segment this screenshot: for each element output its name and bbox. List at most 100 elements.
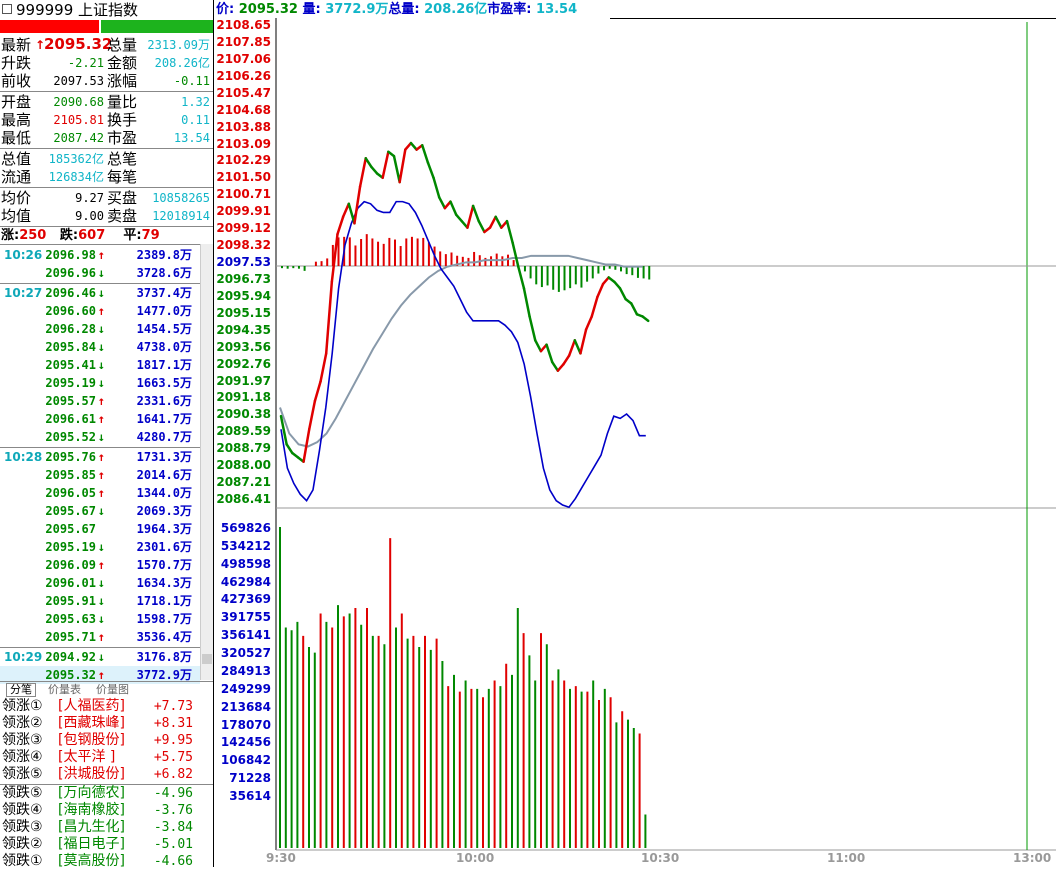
low-value: 2087.42 xyxy=(53,131,104,145)
leader-up-row[interactable]: 领涨③ [包钢股份] +9.95 xyxy=(0,732,213,749)
tick-row[interactable]: 2095.71 ↑ 3536.4万 xyxy=(0,628,200,646)
volume-axis-label: 391755 xyxy=(220,610,271,625)
scroll-thumb[interactable] xyxy=(202,654,212,664)
tick-price: 2095.67 xyxy=(45,522,96,536)
leader-up-row[interactable]: 领涨① [人福医药] +7.73 xyxy=(0,698,213,715)
up-arrow-icon: ↑ xyxy=(97,558,105,572)
tick-price: 2096.46 xyxy=(45,286,96,300)
divider xyxy=(0,647,200,648)
price-line-segment xyxy=(313,380,322,403)
tab-price-volume-table[interactable]: 价量表 xyxy=(48,683,81,696)
price-line-segment xyxy=(398,148,407,184)
price-line-segment xyxy=(618,287,627,301)
leader-up-row[interactable]: 领涨② [西藏珠峰] +8.31 xyxy=(0,715,213,732)
index-title: 999999 上证指数 xyxy=(16,0,138,20)
tick-row[interactable]: 2095.19 ↓ 1663.5万 xyxy=(0,374,200,392)
leader-down-row[interactable]: 领跌① [莫高股份] -4.66 xyxy=(0,853,213,870)
tick-price: 2095.41 xyxy=(45,358,96,372)
up-count: 250 xyxy=(19,228,47,243)
tick-row[interactable]: 2096.61 ↑ 1641.7万 xyxy=(0,410,200,428)
leader-down-row[interactable]: 领跌⑤ [万向德农] -4.96 xyxy=(0,785,213,802)
price-axis-label: 2102.29 xyxy=(216,153,271,168)
volume-axis-label: 71228 xyxy=(229,771,271,786)
leader-stock-name[interactable]: [福日电子] xyxy=(58,836,125,852)
divider xyxy=(610,18,1056,19)
leader-stock-name[interactable]: [万向德农] xyxy=(58,785,125,801)
leader-down-row[interactable]: 领跌④ [海南橡胶] -3.76 xyxy=(0,802,213,819)
up-arrow-icon: ↑ xyxy=(97,394,105,408)
tick-time: 10:29 xyxy=(4,650,43,664)
price-line-segment xyxy=(285,443,294,455)
tick-row[interactable]: 2096.01 ↓ 1634.3万 xyxy=(0,574,200,592)
tick-row[interactable]: 2095.85 ↑ 2014.6万 xyxy=(0,466,200,484)
leader-stock-name[interactable]: [莫高股份] xyxy=(58,853,125,869)
avg-price-label: 均价 xyxy=(1,189,32,207)
tab-ticks[interactable]: 分笔 xyxy=(6,683,36,697)
high-value: 2105.81 xyxy=(53,113,104,127)
leader-stock-name[interactable]: [海南橡胶] xyxy=(58,802,125,818)
vol-ratio-label: 量比 xyxy=(107,93,138,111)
tick-row[interactable]: 2095.63 ↓ 1598.7万 xyxy=(0,610,200,628)
tick-scrollbar[interactable] xyxy=(200,244,213,680)
leader-stock-name[interactable]: [西藏珠峰] xyxy=(58,715,125,731)
tick-volume: 1663.5万 xyxy=(136,376,192,390)
float-value-value: 126834亿 xyxy=(48,170,104,184)
leader-stock-name[interactable]: [太平洋 ] xyxy=(58,749,116,765)
tick-row[interactable]: 2096.05 ↑ 1344.0万 xyxy=(0,484,200,502)
tick-row[interactable]: 2095.41 ↓ 1817.1万 xyxy=(0,356,200,374)
volume-axis-label: 178070 xyxy=(220,717,271,732)
price-axis-label: 2092.76 xyxy=(216,356,271,371)
pct-value: -0.11 xyxy=(173,74,210,88)
tick-volume: 3772.9万 xyxy=(136,668,192,682)
tick-price: 2096.60 xyxy=(45,304,96,318)
total-value-value: 185362亿 xyxy=(48,152,104,166)
tick-row[interactable]: 10:26 2096.98 ↑ 2389.8万 xyxy=(0,246,200,264)
leader-stock-name[interactable]: [昌九生化] xyxy=(58,819,125,835)
tick-row[interactable]: 2096.96 ↓ 3728.6万 xyxy=(0,264,200,282)
leader-stock-name[interactable]: [人福医药] xyxy=(58,698,125,714)
leader-change: -4.96 xyxy=(153,786,193,801)
leader-down-row[interactable]: 领跌③ [昌九生化] -3.84 xyxy=(0,819,213,836)
price-line-segment xyxy=(370,165,379,175)
leader-stock-name[interactable]: [包钢股份] xyxy=(58,732,125,748)
divider xyxy=(0,91,213,92)
tick-volume: 1344.0万 xyxy=(136,486,192,500)
tick-row[interactable]: 2095.84 ↓ 4738.0万 xyxy=(0,338,200,356)
low-label: 最低 xyxy=(1,129,32,147)
tick-price: 2095.19 xyxy=(45,376,96,390)
tick-row[interactable]: 2095.19 ↓ 2301.6万 xyxy=(0,538,200,556)
avg-value-label: 均值 xyxy=(1,207,32,225)
price-line-segment xyxy=(324,280,334,355)
turnover-label: 换手 xyxy=(107,111,138,129)
down-arrow-icon: ↓ xyxy=(97,576,105,590)
price-line-segment xyxy=(466,204,475,229)
price-axis-label: 2090.38 xyxy=(216,407,271,422)
price-line-segment xyxy=(556,362,565,372)
tick-row[interactable]: 2095.67 ↓ 2069.3万 xyxy=(0,502,200,520)
tick-row[interactable]: 2095.32 ↑ 3772.9万 xyxy=(0,666,200,684)
checkbox-icon[interactable] xyxy=(2,4,12,14)
tab-price-volume-chart[interactable]: 价量图 xyxy=(96,683,129,696)
tick-row[interactable]: 2096.09 ↑ 1570.7万 xyxy=(0,556,200,574)
leader-up-row[interactable]: 领涨⑤ [洪城股份] +6.82 xyxy=(0,766,213,783)
price-line-segment xyxy=(522,287,531,318)
leader-up-row[interactable]: 领涨④ [太平洋 ] +5.75 xyxy=(0,749,213,766)
leader-down-row[interactable]: 领跌② [福日电子] -5.01 xyxy=(0,836,213,853)
price-line-segment xyxy=(381,150,390,180)
tick-row[interactable]: 10:28 2095.76 ↑ 1731.3万 xyxy=(0,448,200,466)
tick-row[interactable]: 10:27 2096.46 ↓ 3737.4万 xyxy=(0,284,200,302)
leader-stock-name[interactable]: [洪城股份] xyxy=(58,766,125,782)
down-arrow-icon: ↓ xyxy=(97,540,105,554)
price-axis-label: 2099.12 xyxy=(216,221,271,236)
tick-row[interactable]: 2095.57 ↑ 2331.6万 xyxy=(0,392,200,410)
tick-row[interactable]: 2095.91 ↓ 1718.1万 xyxy=(0,592,200,610)
tick-row[interactable]: 2096.60 ↑ 1477.0万 xyxy=(0,302,200,320)
price-line-segment xyxy=(443,200,452,210)
price-line-segment xyxy=(494,215,503,229)
tick-row[interactable]: 2096.28 ↓ 1454.5万 xyxy=(0,320,200,338)
tick-row[interactable]: 10:29 2094.92 ↓ 3176.8万 xyxy=(0,648,200,666)
tick-row[interactable]: 2095.67 1964.3万 xyxy=(0,520,200,538)
tick-row[interactable]: 2095.52 ↓ 4280.7万 xyxy=(0,428,200,446)
price-axis-label: 2087.21 xyxy=(216,475,271,490)
